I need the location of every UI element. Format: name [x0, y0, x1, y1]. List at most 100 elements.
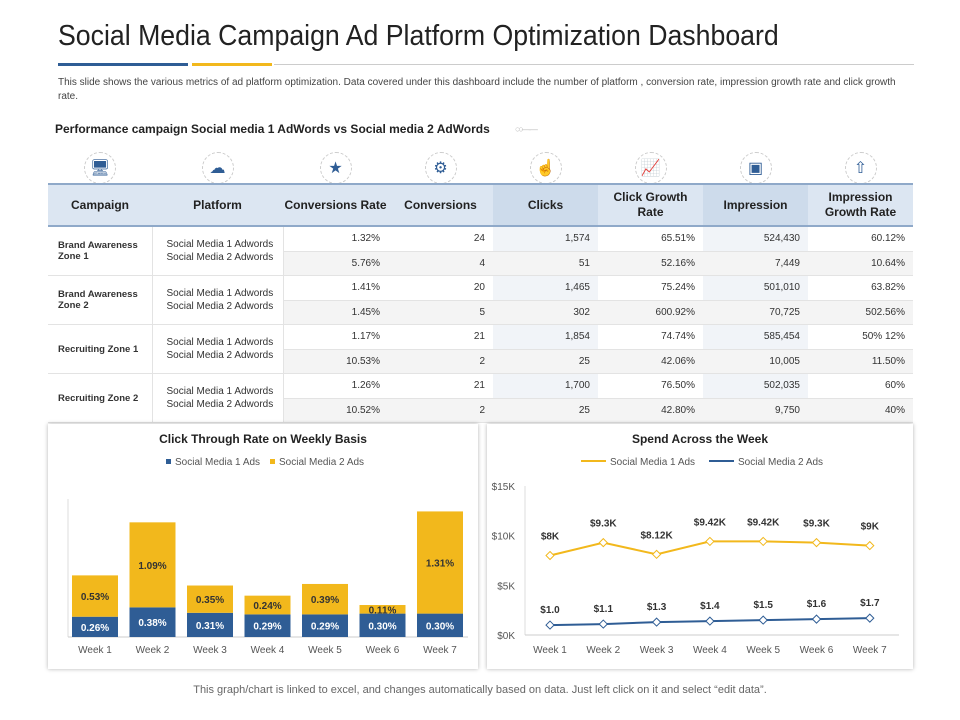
ctr-chart-title: Click Through Rate on Weekly Basis [159, 432, 367, 446]
data-point[interactable] [865, 613, 875, 623]
data-label: 0.24% [253, 601, 281, 612]
table-row: Recruiting Zone 1 Social Media 1 Adwords S… [48, 324, 913, 374]
value-cell: 63.82% [808, 275, 913, 301]
data-point[interactable] [705, 616, 715, 626]
platform-name: Social Media 1 Adwords [166, 337, 274, 348]
data-point[interactable] [758, 536, 768, 547]
value-cell: 20 [388, 275, 493, 301]
value-cell: 5.76% [283, 251, 388, 276]
data-point[interactable] [811, 537, 822, 548]
table-row: Brand Awareness Zone 2 Social Media 1 Adw… [48, 275, 913, 325]
value-cell: 1,700 [493, 373, 598, 399]
data-point[interactable] [811, 614, 822, 624]
title-underline [58, 63, 188, 66]
platform-name: Social Media 2 Adwords [166, 350, 274, 361]
data-label: $8K [541, 532, 560, 543]
table-row: 10.53% 2 25 42.06% 10,005 11.50% [48, 349, 913, 374]
x-tick-label: Week 5 [308, 645, 342, 656]
decorative-dots: ○○—— [515, 124, 538, 134]
value-cell: 2 [388, 398, 493, 423]
value-cell: 25 [493, 398, 598, 423]
growth-chart-icon: 📈 [634, 152, 667, 184]
data-label: $1.5 [753, 600, 773, 611]
monitor-megaphone-icon: 🖥 [84, 152, 116, 184]
value-cell: 1.17% [283, 324, 388, 350]
bar-segment[interactable] [129, 607, 176, 637]
value-cell: 600.92% [598, 300, 703, 325]
platform-cell: Social Media 1 Adwords Social Media 2 Adw… [152, 324, 284, 374]
data-point[interactable] [545, 620, 555, 630]
spend-chart-title: Spend Across the Week [631, 432, 769, 446]
divider [274, 64, 914, 65]
description: This slide shows the various metrics of … [58, 77, 896, 102]
data-point[interactable] [651, 617, 662, 627]
value-cell: 7,449 [703, 251, 808, 276]
column-header: Campaign [48, 183, 152, 227]
data-label: 0.35% [196, 595, 224, 606]
bar-segment[interactable] [302, 614, 348, 637]
x-tick-label: Week 1 [78, 645, 112, 656]
bar-segment[interactable] [359, 605, 406, 614]
data-label: 0.38% [138, 618, 166, 629]
value-cell: 11.50% [808, 349, 913, 374]
value-cell: 5 [388, 300, 493, 325]
platform-name: Social Media 2 Adwords [166, 252, 274, 263]
data-point[interactable] [758, 615, 768, 625]
data-point[interactable] [865, 540, 875, 551]
bar-arrow-up-icon: ⇧ [844, 152, 877, 184]
column-header: Impression Growth Rate [808, 183, 913, 227]
data-point[interactable] [598, 537, 609, 548]
value-cell: 585,454 [703, 324, 808, 350]
data-label: $1.6 [807, 599, 827, 610]
table-row: 10.52% 2 25 42.80% 9,750 40% [48, 398, 913, 423]
column-header: Conversions Rate [283, 183, 388, 227]
value-cell: 502.56% [808, 300, 913, 325]
spend-chart: $0K $5K $10K $15K Social Media 1 Ads $8K $9.3K… [492, 457, 899, 656]
bar-segment[interactable] [72, 575, 118, 617]
bar-segment[interactable] [417, 511, 463, 614]
ctr-chart: Social Media 1 Ads Social Media 2 Ads 0.26… [67, 457, 468, 656]
bar-segment[interactable] [129, 522, 176, 608]
x-tick-label: Week 2 [136, 645, 170, 656]
bar-segment[interactable] [359, 613, 406, 637]
data-label: $1.7 [860, 598, 880, 609]
table-row: Brand Awareness Zone 1 Social Media 1 Adw… [48, 226, 913, 276]
data-point[interactable] [705, 536, 715, 547]
bar-segment[interactable] [72, 616, 118, 637]
value-cell: 1,574 [493, 226, 598, 252]
performance-table: Campaign Platform Conversions Rate Conversi… [48, 183, 913, 423]
value-cell: 10.52% [283, 398, 388, 423]
value-cell: 1.32% [283, 226, 388, 252]
bar-segment[interactable] [187, 585, 233, 613]
legend-label: Social Media 1 Ads [610, 457, 695, 468]
value-cell: 52.16% [598, 251, 703, 276]
bar-segment[interactable] [244, 614, 291, 637]
data-label: $9.42K [694, 517, 727, 528]
data-point[interactable] [598, 619, 609, 629]
data-label: $1.1 [594, 604, 614, 615]
data-label: $1.0 [540, 605, 560, 616]
bar-segment[interactable] [302, 583, 348, 615]
bar-segment[interactable] [244, 595, 291, 615]
value-cell: 501,010 [703, 275, 808, 301]
value-cell: 65.51% [598, 226, 703, 252]
bar-segment[interactable] [417, 613, 463, 637]
platform-name: Social Media 1 Adwords [166, 239, 274, 250]
robot-icon: ⚙ [424, 152, 457, 184]
value-cell: 60.12% [808, 226, 913, 252]
data-label: 0.31% [196, 621, 224, 632]
x-tick-label: Week 6 [800, 645, 834, 656]
value-cell: 10,005 [703, 349, 808, 374]
campaign-cell: Brand Awareness Zone 2 [48, 275, 153, 325]
bar-segment[interactable] [187, 612, 233, 637]
data-point[interactable] [651, 549, 662, 560]
column-header: Conversions [388, 183, 493, 227]
value-cell: 1,465 [493, 275, 598, 301]
data-label: $9.42K [747, 517, 780, 528]
value-cell: 10.64% [808, 251, 913, 276]
ctr-chart-panel[interactable]: Click Through Rate on Weekly Basis Socia… [48, 424, 478, 669]
x-tick-label: Week 2 [586, 645, 620, 656]
spend-chart-panel[interactable]: Spend Across the Week $0K $5K $10K $15K Soci… [487, 424, 913, 669]
data-point[interactable] [545, 550, 555, 561]
x-tick-label: Week 3 [640, 645, 674, 656]
